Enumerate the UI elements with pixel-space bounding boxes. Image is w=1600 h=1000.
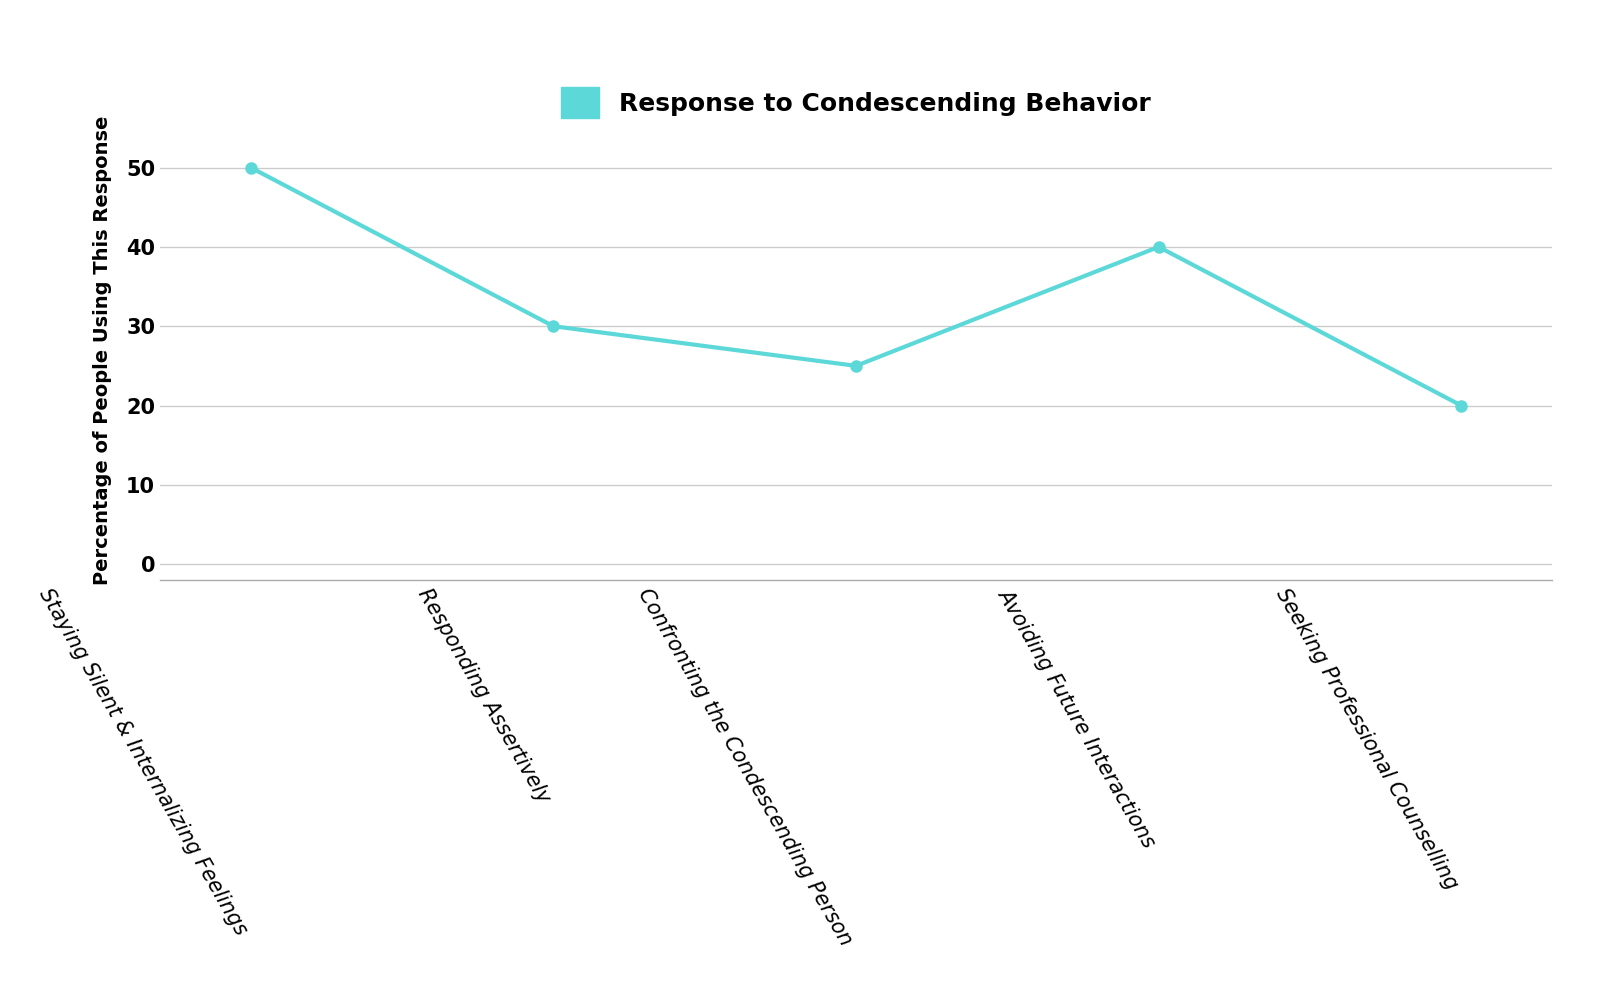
Legend: Response to Condescending Behavior: Response to Condescending Behavior [552, 77, 1160, 128]
Y-axis label: Percentage of People Using This Response: Percentage of People Using This Response [93, 115, 112, 585]
